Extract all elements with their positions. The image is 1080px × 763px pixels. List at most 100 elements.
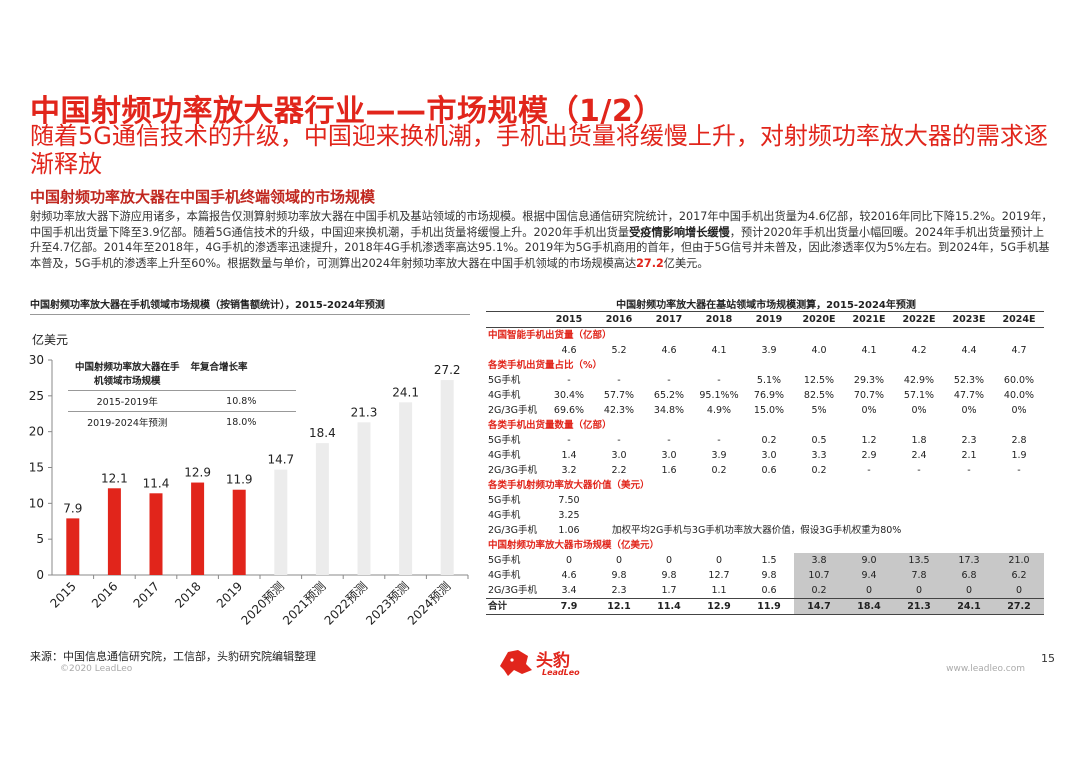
table-cell: 5.1% [756, 375, 782, 386]
table-cell: 1.7 [661, 585, 677, 596]
table-cell: 0 [894, 583, 944, 599]
y-tick-label: 15 [29, 461, 44, 475]
table-cell: 11.4 [644, 598, 694, 615]
table-cell: 2.4 [911, 450, 927, 461]
table-cell: 27.2 [994, 598, 1044, 615]
table-cell: 0 [944, 583, 994, 599]
bar [149, 493, 163, 575]
chart-title-divider [30, 314, 470, 315]
table-cell: 76.9% [753, 390, 785, 401]
bar-value-label: 11.4 [143, 476, 170, 490]
table-cell: - [667, 375, 671, 386]
table-cell: 3.0 [661, 450, 677, 461]
table-row: 2G/3G手机 1.06 加权平均2G手机与3G手机功率放大器价值，假设3G手机权重… [486, 523, 1044, 538]
table-cell: - [1017, 465, 1021, 476]
table-row-label: 2G/3G手机 [488, 465, 538, 476]
table-row: 各类手机出货量数量（亿部） [486, 418, 1044, 433]
x-tick-label: 2024预测 [405, 579, 453, 627]
table-cell: 47.7% [953, 390, 985, 401]
table-cell: 4.4 [961, 345, 977, 356]
table-title: 中国射频功率放大器在基站领域市场规模测算，2015-2024年预测 [616, 300, 916, 311]
bar-value-label: 11.9 [226, 473, 253, 487]
table-row: 4G手机 4.6 9.8 9.8 12.7 9.8 10.7 9.4 7.8 6.8 6.2 [486, 568, 1044, 583]
table-row: 4G手机 3.25 [486, 508, 1044, 523]
table-cell: 14.7 [794, 598, 844, 615]
table-row-label: 5G手机 [488, 375, 521, 386]
bar-value-label: 12.1 [101, 471, 128, 485]
table-cell [944, 493, 994, 508]
table-cell: 3.0 [761, 450, 777, 461]
para-part-a: 射频功率放大器下游应用诸多，本篇报告仅测算射频功率放大器在中国手机及基站领域的市… [30, 210, 1053, 239]
table-year-header: 2024E [994, 311, 1044, 328]
table-row-label: 2G/3G手机 [488, 405, 538, 416]
x-tick-label: 2023预测 [363, 579, 411, 627]
table-year-header: 2020E [794, 311, 844, 328]
table-cell: 4.6 [561, 570, 577, 581]
table-cell: 13.5 [894, 553, 944, 568]
table-cell [844, 508, 894, 523]
table-row-label: 5G手机 [488, 555, 521, 566]
logo-text: 头豹 [536, 651, 570, 671]
bar-value-label: 27.2 [434, 363, 461, 377]
table-cell [794, 508, 844, 523]
table-cell: 3.9 [761, 345, 777, 356]
table-cell: 40.0% [1003, 390, 1035, 401]
table-row-label: 4G手机 [488, 450, 521, 461]
table-cell: 4.1 [711, 345, 727, 356]
table-cell: 5.2 [611, 345, 627, 356]
page-title: 中国射频功率放大器行业——市场规模（1/2） [30, 94, 664, 129]
table-cell: 4.9% [706, 405, 732, 416]
market-size-table: 2015 2016 2017 2018 2019 2020E 2021E 2022E 2023E… [486, 311, 1044, 615]
cagr-rate: 18.0% [186, 411, 296, 432]
bar-value-label: 21.3 [351, 405, 378, 419]
table-cell: 95.1%% [699, 390, 739, 401]
table-year-header: 2019 [744, 311, 794, 328]
table-cell: 17.3 [944, 553, 994, 568]
table-row: 2G/3G手机 69.6% 42.3% 34.8% 4.9% 15.0% 5% 0% 0% 0% 0… [486, 403, 1044, 418]
table-row: 4.6 5.2 4.6 4.1 3.9 4.0 4.1 4.2 4.4 4.7 [486, 343, 1044, 358]
table-year-header: 2016 [594, 311, 644, 328]
table-cell [744, 508, 794, 523]
table-cell [694, 508, 744, 523]
table-cell: 1.1 [711, 585, 727, 596]
table-cell: 0% [911, 405, 927, 416]
cagr-col1-header: 中国射频功率放大器在手机领域市场规模 [75, 362, 180, 387]
table-cell: 21.3 [894, 598, 944, 615]
table-cell: 6.2 [994, 568, 1044, 583]
table-row-label: 2G/3G手机 [488, 585, 538, 596]
bar [440, 380, 454, 575]
table-cell: 5% [811, 405, 827, 416]
table-cell [894, 493, 944, 508]
chart-title: 中国射频功率放大器在手机领域市场规模（按销售额统计），2015-2024年预测 [30, 300, 385, 311]
table-cell: 57.1% [903, 390, 935, 401]
y-tick-label: 10 [29, 496, 44, 510]
table-cell: 0.6 [761, 465, 777, 476]
bar-value-label: 18.4 [309, 426, 336, 440]
table-cell: 1.6 [661, 465, 677, 476]
bar [274, 469, 288, 575]
table-cell: 12.5% [803, 375, 835, 386]
para-part-e: 亿美元。 [663, 256, 709, 270]
table-cell: 9.8 [611, 570, 627, 581]
table-cell: 3.2 [561, 465, 577, 476]
table-cell: 2.3 [961, 435, 977, 446]
table-cell: 0 [994, 583, 1044, 599]
table-row-label: 5G手机 [488, 495, 521, 506]
x-tick-label: 2018 [172, 579, 203, 610]
table-cell: - [567, 435, 571, 446]
table-cell: 12.9 [694, 598, 744, 615]
source-note: 来源：中国信息通信研究院，工信部，头豹研究院编辑整理 [30, 650, 316, 663]
table-row: 5G手机 - - - - 5.1% 12.5% 29.3% 42.9% 52.3% 60.0% [486, 373, 1044, 388]
table-cell: 3.4 [561, 585, 577, 596]
table-cell [644, 508, 694, 523]
cagr-col2-header: 年复合增长率 [190, 362, 248, 373]
table-cell: 2.8 [1011, 435, 1027, 446]
table-section-label: 各类手机射频功率放大器价值（美元） [488, 480, 650, 491]
page-number: 15 [1041, 652, 1055, 665]
table-cell: 4.6 [561, 345, 577, 356]
table-cell [744, 493, 794, 508]
table-cell: - [667, 435, 671, 446]
x-tick-label: 2015 [47, 579, 78, 610]
table-row: 各类手机出货量占比（%） [486, 358, 1044, 373]
table-cell: 0 [665, 555, 673, 566]
